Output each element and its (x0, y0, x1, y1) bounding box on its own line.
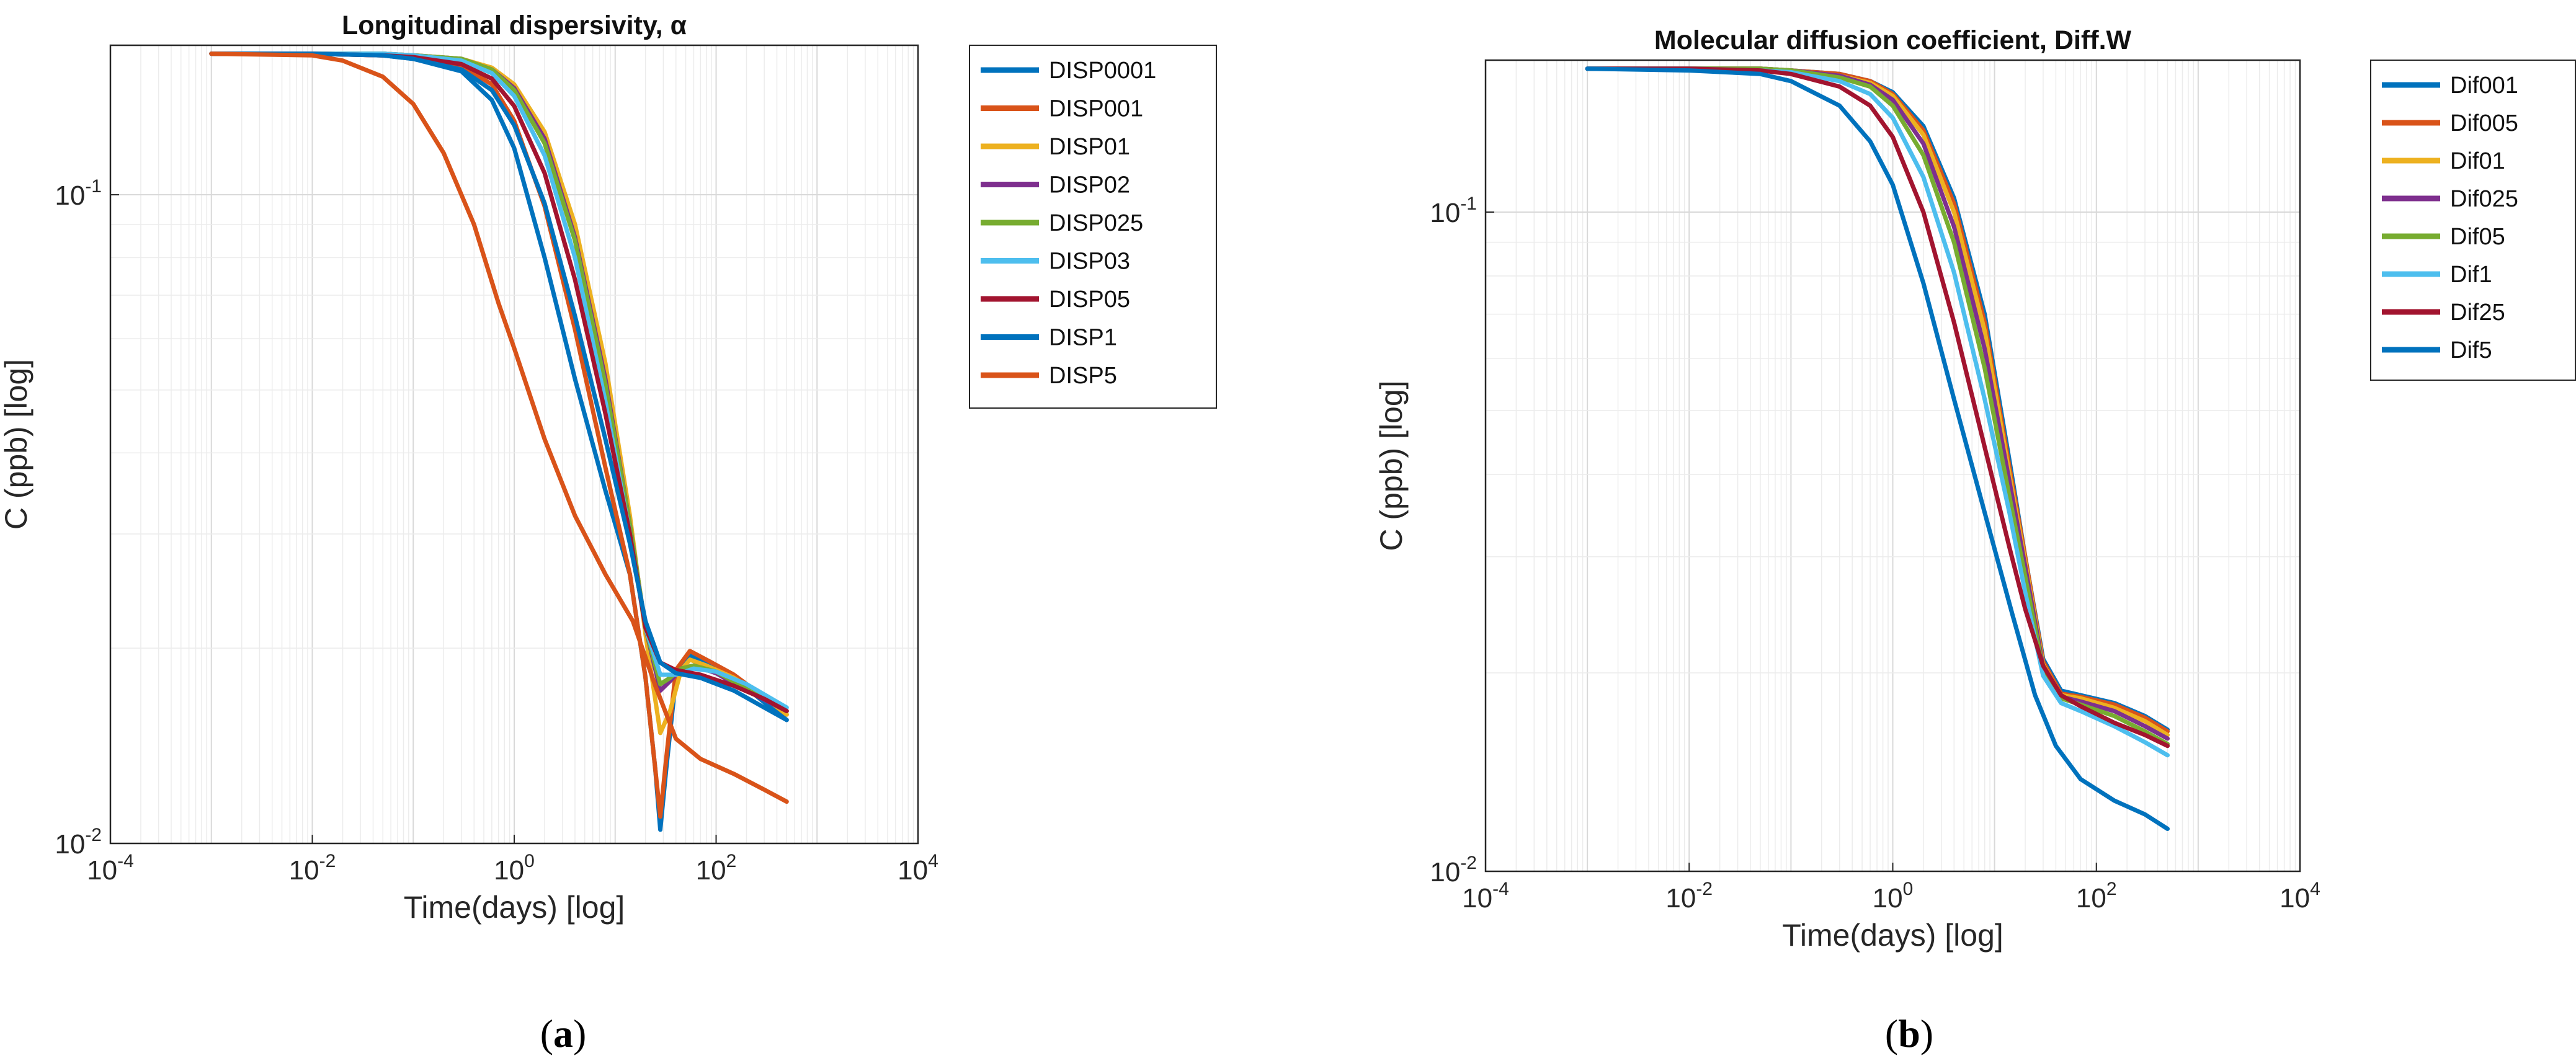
legend-label-dif25: Dif25 (2450, 300, 2505, 326)
y-axis-label: C (ppb) [log] (0, 359, 33, 530)
y-tick-label: 10-2 (55, 825, 102, 860)
x-tick-label: 104 (2280, 879, 2320, 914)
grid (1486, 60, 2300, 871)
legend-label-disp025: DISP025 (1049, 210, 1143, 236)
panel-label: (b) (1885, 1011, 1933, 1056)
legend-label-dif05: Dif05 (2450, 224, 2505, 250)
x-tick-label: 10-4 (87, 851, 134, 886)
x-tick-label: 10-2 (1665, 879, 1713, 914)
legend: DISP0001 DISP001 DISP01 DISP02 DISP025 DISP03… (969, 45, 1217, 409)
y-axis-label: C (ppb) [log] (1374, 380, 1409, 551)
series-group (209, 51, 789, 832)
legend-label-disp001: DISP001 (1049, 96, 1143, 122)
y-tick-label: 10-1 (55, 176, 102, 211)
x-tick-label: 10-4 (1462, 879, 1509, 914)
series-line-disp5 (209, 51, 789, 804)
legend-label-dif025: Dif025 (2450, 186, 2518, 212)
series-line-disp1 (209, 51, 789, 722)
legend-label-disp5: DISP5 (1049, 363, 1117, 389)
legend-label-dif1: Dif1 (2450, 262, 2492, 288)
legend-label-disp01: DISP01 (1049, 134, 1130, 160)
x-tick-label: 102 (2076, 879, 2117, 914)
y-tick-label: 10-1 (1430, 193, 1477, 228)
chart-title: Molecular diffusion coefficient, Diff.W (1654, 25, 2132, 55)
legend-label-disp0001: DISP0001 (1049, 58, 1156, 84)
panel-label: (a) (540, 1011, 587, 1056)
legend: Dif001 Dif005 Dif01 Dif025 Dif05 Dif1 Dif25 Dif… (2370, 60, 2576, 381)
x-tick-label: 100 (494, 851, 535, 886)
x-tick-label: 100 (1873, 879, 1914, 914)
legend-label-disp03: DISP03 (1049, 249, 1130, 275)
legend-label-disp1: DISP1 (1049, 325, 1117, 351)
x-axis-label: Time(days) [log] (1782, 918, 2003, 953)
x-axis-label: Time(days) [log] (404, 890, 625, 925)
x-tick-label: 10-2 (289, 851, 336, 886)
legend-label-dif001: Dif001 (2450, 73, 2518, 99)
legend-label-disp02: DISP02 (1049, 172, 1130, 198)
legend-box (2370, 60, 2576, 381)
x-tick-label: 102 (696, 851, 737, 886)
series-line-dif25 (1585, 66, 2170, 749)
series-line-dif5 (1585, 66, 2170, 831)
y-tick-label: 10-2 (1430, 853, 1477, 887)
x-tick-label: 104 (898, 851, 938, 886)
legend-label-dif005: Dif005 (2450, 110, 2518, 136)
legend-label-dif5: Dif5 (2450, 337, 2492, 363)
legend-label-dif01: Dif01 (2450, 148, 2505, 174)
chart-title: Longitudinal dispersivity, α (342, 11, 687, 40)
legend-label-disp05: DISP05 (1049, 287, 1130, 313)
series-group (1585, 66, 2170, 831)
grid (110, 45, 918, 843)
